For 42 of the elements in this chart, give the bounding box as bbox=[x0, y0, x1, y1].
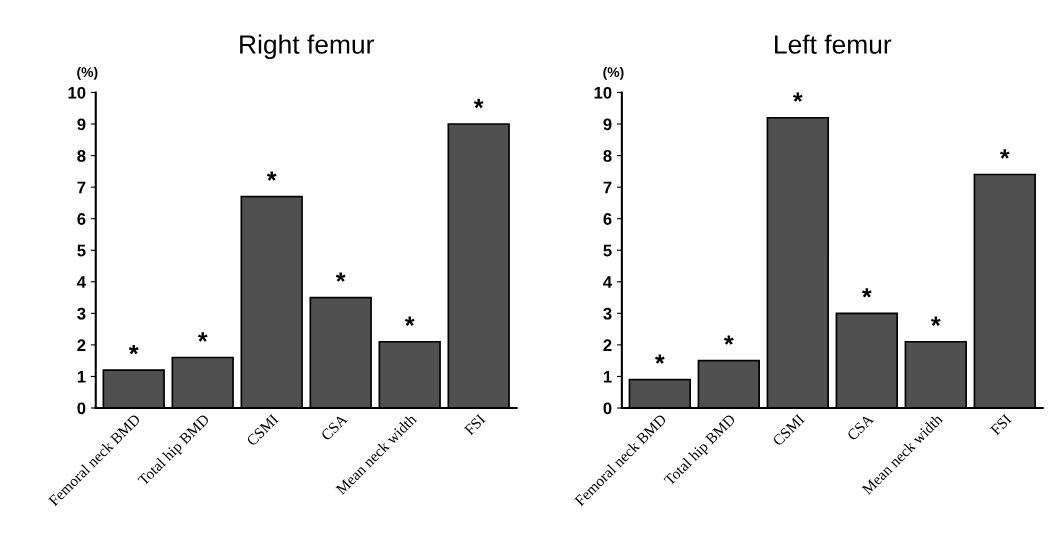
y-tick-label: 2 bbox=[77, 339, 86, 351]
annotation: * bbox=[335, 272, 346, 282]
annotation: * bbox=[793, 92, 803, 102]
chart-title: Left femur bbox=[775, 34, 892, 54]
chart-title: Right femur bbox=[240, 34, 374, 60]
y-tick-label: 3 bbox=[603, 307, 612, 320]
y-tick-label: 7 bbox=[77, 181, 86, 194]
y-tick-label: 0 bbox=[603, 402, 612, 415]
annotation: * bbox=[266, 171, 277, 181]
y-tick-label: 4 bbox=[603, 276, 613, 288]
annotation: * bbox=[197, 332, 208, 342]
annotation: * bbox=[404, 316, 415, 326]
annotation: * bbox=[861, 288, 872, 298]
x-tick-label: FSI bbox=[463, 413, 486, 436]
annotation: * bbox=[473, 98, 484, 109]
y-tick-label: 10 bbox=[68, 86, 86, 99]
x-tick-label: CSA bbox=[846, 413, 875, 442]
y-tick-label: 7 bbox=[603, 181, 612, 194]
annotation: * bbox=[930, 316, 941, 326]
annotation: * bbox=[655, 354, 665, 364]
x-tick-label: FSI bbox=[989, 413, 1012, 436]
y-axis-title: (%) bbox=[77, 66, 98, 80]
x-tick-label: CSA bbox=[320, 413, 349, 442]
y-tick-label: 6 bbox=[603, 213, 612, 225]
y-tick-label: 8 bbox=[77, 149, 86, 162]
y-tick-label: 9 bbox=[603, 118, 612, 131]
y-tick-label: 8 bbox=[603, 149, 612, 162]
y-tick-label: 5 bbox=[77, 244, 86, 257]
y-tick-label: 4 bbox=[77, 276, 86, 288]
y-axis-title: (%) bbox=[603, 66, 624, 80]
y-tick-label: 10 bbox=[594, 86, 612, 99]
y-tick-label: 0 bbox=[77, 402, 86, 415]
annotation: * bbox=[128, 344, 139, 355]
y-tick-label: 1 bbox=[603, 371, 612, 383]
y-tick-label: 9 bbox=[77, 118, 86, 131]
y-tick-label: 6 bbox=[77, 213, 86, 225]
y-tick-label: 1 bbox=[77, 371, 86, 383]
annotation: * bbox=[724, 335, 734, 345]
annotation: * bbox=[999, 149, 1010, 159]
y-tick-label: 2 bbox=[603, 339, 612, 351]
y-tick-label: 3 bbox=[77, 307, 86, 320]
y-tick-label: 5 bbox=[603, 244, 612, 257]
